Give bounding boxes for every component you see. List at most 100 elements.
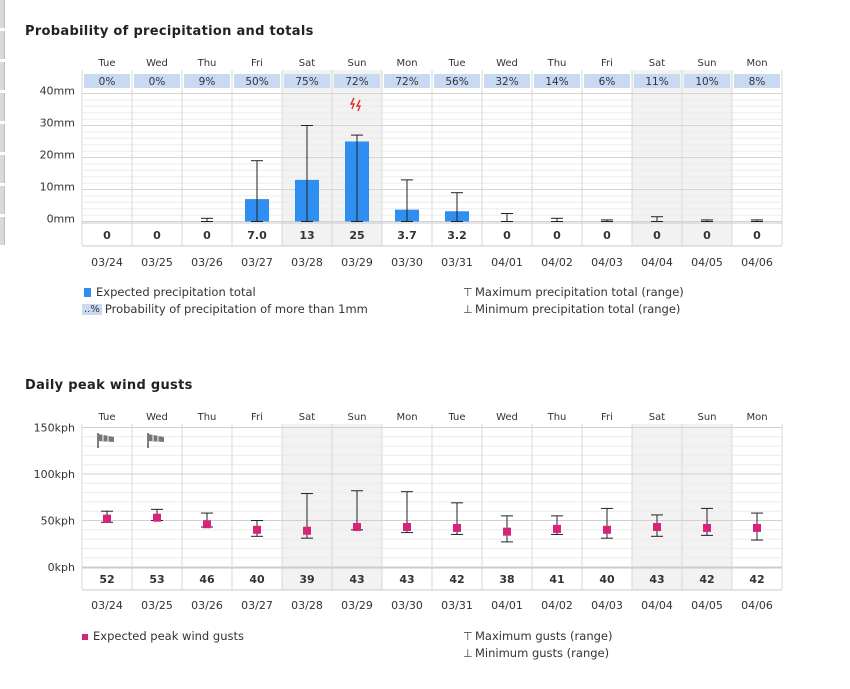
probability-box <box>84 74 130 88</box>
date-label: 03/30 <box>391 599 423 612</box>
thunderstorm-icon <box>349 97 362 112</box>
date-label: 03/26 <box>191 256 223 269</box>
legend-expected-gusts: Expected peak wind gusts <box>82 629 244 643</box>
probability-box <box>684 74 730 88</box>
gust-value-label: 53 <box>149 573 164 586</box>
date-label: 03/27 <box>241 599 273 612</box>
day-label: Sat <box>299 412 315 423</box>
y-tick-label: 0mm <box>47 213 75 226</box>
probability-label: 6% <box>599 76 616 88</box>
gust-value-label: 43 <box>399 573 414 586</box>
date-label: 04/04 <box>641 256 673 269</box>
precip-value-label: 0 <box>203 229 211 242</box>
probability-box <box>634 74 680 88</box>
gust-marker <box>353 523 361 532</box>
date-label: 04/01 <box>491 599 523 612</box>
date-label: 04/03 <box>591 256 623 269</box>
probability-box <box>284 74 330 88</box>
min-range-icon: ⊥ <box>463 303 473 316</box>
probability-label: 32% <box>495 76 518 88</box>
lightning-bolt <box>355 99 362 112</box>
windsock-icon <box>97 433 114 448</box>
square-marker-icon <box>82 633 88 640</box>
probability-box <box>134 74 180 88</box>
day-label: Wed <box>496 58 518 69</box>
legend-min-precip: ⊥ Minimum precipitation total (range) <box>463 302 680 316</box>
max-range-icon: ⊤ <box>463 286 473 299</box>
edge-tab[interactable] <box>0 93 5 121</box>
day-label: Sun <box>697 412 716 423</box>
day-label: Tue <box>447 412 465 423</box>
day-label: Sat <box>649 412 665 423</box>
gust-marker <box>253 525 261 534</box>
gust-marker <box>103 514 111 523</box>
gust-marker <box>153 513 161 522</box>
probability-box <box>484 74 530 88</box>
date-label: 04/02 <box>541 256 573 269</box>
probability-label: 0% <box>149 76 166 88</box>
precip-value-label: 0 <box>503 229 511 242</box>
wind-gust-chart: Tue Wed Thu Fri Sat Sun Mon Tue Wed Thu Fri Sat Sun M… <box>34 412 783 612</box>
wind-chart-title: Daily peak wind gusts <box>25 378 193 393</box>
day-label: Fri <box>251 412 263 423</box>
probability-box <box>734 74 780 88</box>
y-tick-label: 40mm <box>40 85 75 98</box>
date-label: 03/30 <box>391 256 423 269</box>
gust-marker <box>403 523 411 532</box>
date-label: 03/29 <box>341 256 373 269</box>
legend-expected-label: Expected precipitation total <box>96 285 256 299</box>
edge-tab[interactable] <box>0 31 5 59</box>
edge-tab[interactable] <box>0 0 5 28</box>
gust-marker <box>703 523 711 532</box>
windsock-icon <box>147 433 164 448</box>
precip-value-label: 0 <box>703 229 711 242</box>
gust-marker <box>553 524 561 533</box>
probability-label: 14% <box>545 76 568 88</box>
gust-value-label: 43 <box>649 573 664 586</box>
date-label: 04/02 <box>541 599 573 612</box>
left-edge-tabs <box>0 0 5 250</box>
probability-label: 0% <box>99 76 116 88</box>
y-tick-label: 20mm <box>40 149 75 162</box>
gust-value-label: 42 <box>749 573 764 586</box>
legend-min-gusts-label: Minimum gusts (range) <box>475 646 610 660</box>
day-label: Sat <box>649 58 665 69</box>
min-range-icon: ⊥ <box>463 647 473 660</box>
probability-box <box>584 74 630 88</box>
edge-tab[interactable] <box>0 217 5 245</box>
legend-max-label: Maximum precipitation total (range) <box>475 285 684 299</box>
date-label: 03/24 <box>91 256 123 269</box>
gust-value-label: 43 <box>349 573 364 586</box>
date-label: 04/06 <box>741 599 773 612</box>
day-label: Mon <box>396 58 417 69</box>
precip-value-label: 0 <box>553 229 561 242</box>
edge-tab[interactable] <box>0 124 5 152</box>
legend-min-label: Minimum precipitation total (range) <box>475 302 681 316</box>
gust-marker <box>753 523 761 532</box>
date-label: 03/28 <box>291 599 323 612</box>
probability-box <box>434 74 480 88</box>
probability-box <box>534 74 580 88</box>
day-label: Wed <box>496 412 518 423</box>
probability-label: 75% <box>295 76 318 88</box>
probability-swatch-icon: ..% <box>82 304 102 315</box>
legend-expected-gusts-label: Expected peak wind gusts <box>93 629 244 643</box>
day-label: Wed <box>146 412 168 423</box>
edge-tab[interactable] <box>0 186 5 214</box>
date-label: 03/31 <box>441 599 473 612</box>
precip-value-label: 25 <box>349 229 364 242</box>
day-label: Fri <box>601 58 613 69</box>
y-tick-label: 10mm <box>40 181 75 194</box>
gust-value-label: 41 <box>549 573 564 586</box>
windsock-sock <box>98 434 114 442</box>
edge-tab[interactable] <box>0 62 5 90</box>
day-label: Tue <box>97 412 115 423</box>
lightning-bolt <box>349 97 356 110</box>
probability-label: 11% <box>645 76 668 88</box>
probability-box <box>334 74 380 88</box>
day-label: Fri <box>601 412 613 423</box>
gust-marker <box>303 526 311 535</box>
edge-tab[interactable] <box>0 155 5 183</box>
probability-label: 8% <box>749 76 766 88</box>
date-label: 04/06 <box>741 256 773 269</box>
